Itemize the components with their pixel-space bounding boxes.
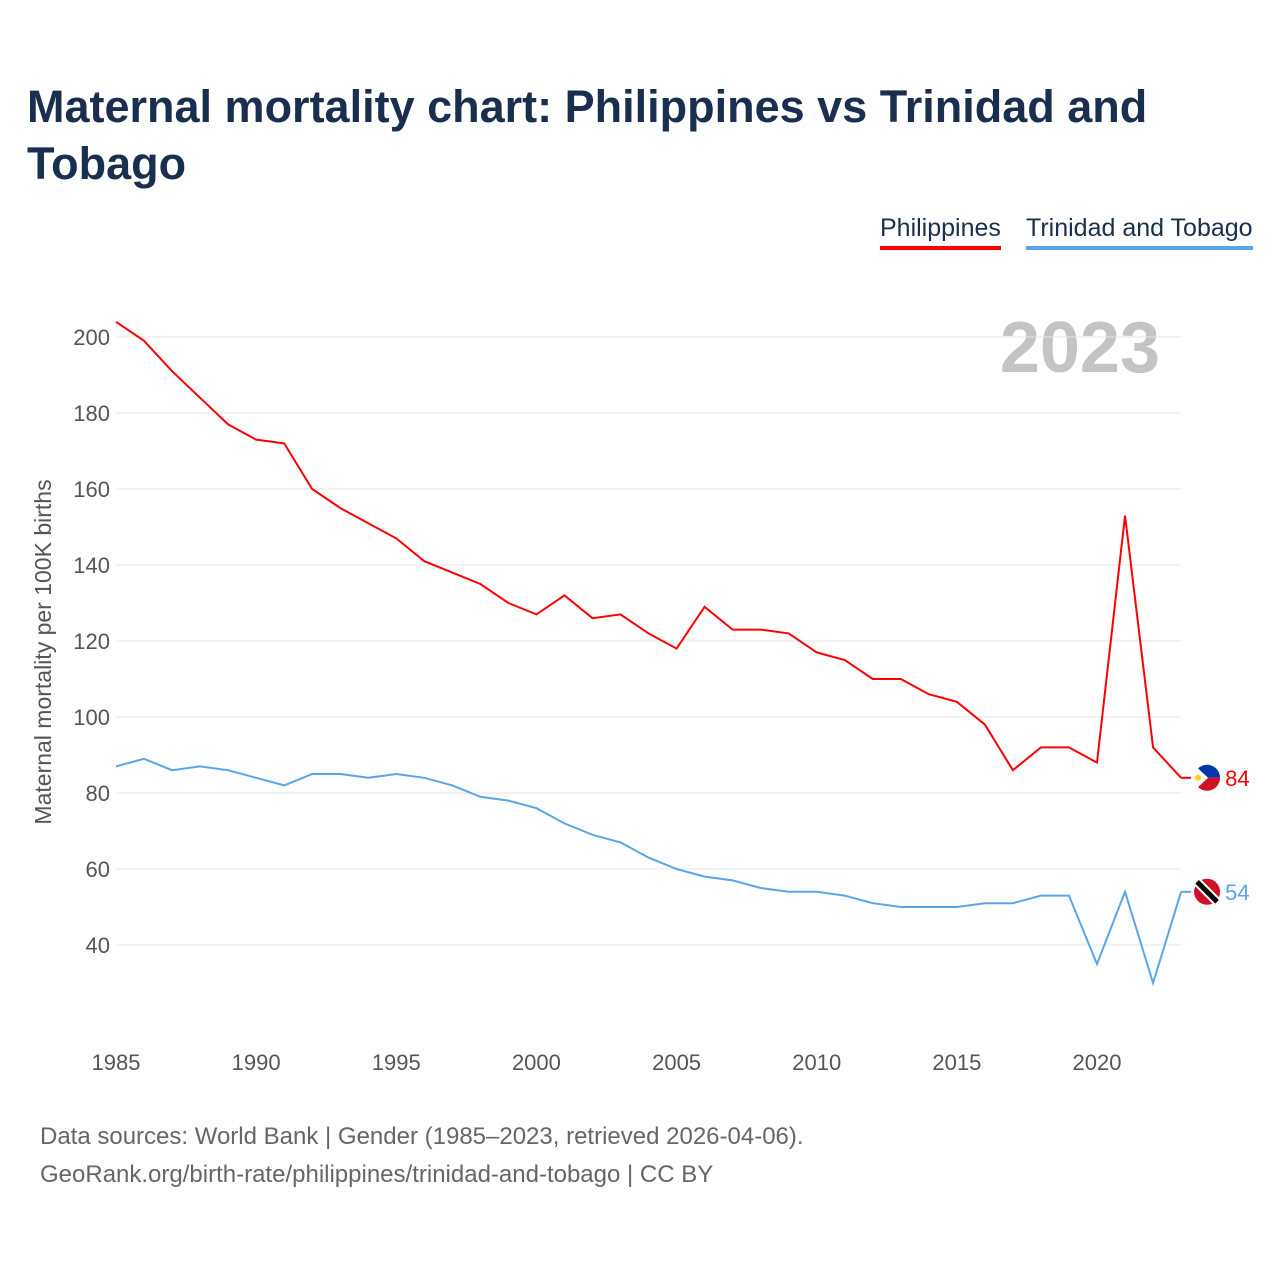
y-tick-label: 40 bbox=[86, 933, 110, 958]
attribution-text: GeoRank.org/birth-rate/philippines/trini… bbox=[40, 1161, 714, 1188]
legend-trinidad-and-tobago[interactable]: Trinidad and Tobago bbox=[1026, 214, 1253, 250]
end-value-label: 54 bbox=[1225, 880, 1249, 905]
philippines-flag-icon bbox=[1195, 774, 1202, 781]
x-tick-label: 2020 bbox=[1073, 1050, 1122, 1075]
y-tick-label: 60 bbox=[86, 857, 110, 882]
footer: Data sources: World Bank | Gender (1985–… bbox=[40, 1118, 804, 1194]
x-tick-label: 2005 bbox=[652, 1050, 701, 1075]
x-tick-label: 1990 bbox=[232, 1050, 281, 1075]
y-tick-label: 140 bbox=[73, 553, 110, 578]
series-line-0 bbox=[115, 320, 1182, 779]
end-value-label: 84 bbox=[1225, 766, 1249, 791]
y-axis-label: Maternal mortality per 100K births bbox=[30, 479, 56, 824]
x-tick-label: 2010 bbox=[792, 1050, 841, 1075]
y-tick-label: 80 bbox=[86, 781, 110, 806]
series-line-1 bbox=[115, 757, 1183, 987]
y-tick-label: 160 bbox=[73, 477, 110, 502]
chart-title: Maternal mortality chart: Philippines vs… bbox=[27, 81, 1148, 189]
legend-philippines[interactable]: Philippines bbox=[880, 214, 1001, 250]
x-tick-label: 1995 bbox=[372, 1050, 421, 1075]
trinidad-flag-icon bbox=[1195, 880, 1219, 904]
y-tick-label: 200 bbox=[73, 325, 110, 350]
y-tick-label: 120 bbox=[73, 629, 110, 654]
x-tick-label: 2000 bbox=[512, 1050, 561, 1075]
x-tick-label: 2015 bbox=[932, 1050, 981, 1075]
year-watermark: 2023 bbox=[1000, 308, 1160, 388]
y-tick-label: 180 bbox=[73, 401, 110, 426]
x-tick-label: 1985 bbox=[92, 1050, 141, 1075]
source-text: Data sources: World Bank | Gender (1985–… bbox=[40, 1123, 804, 1150]
y-tick-label: 100 bbox=[73, 705, 110, 730]
